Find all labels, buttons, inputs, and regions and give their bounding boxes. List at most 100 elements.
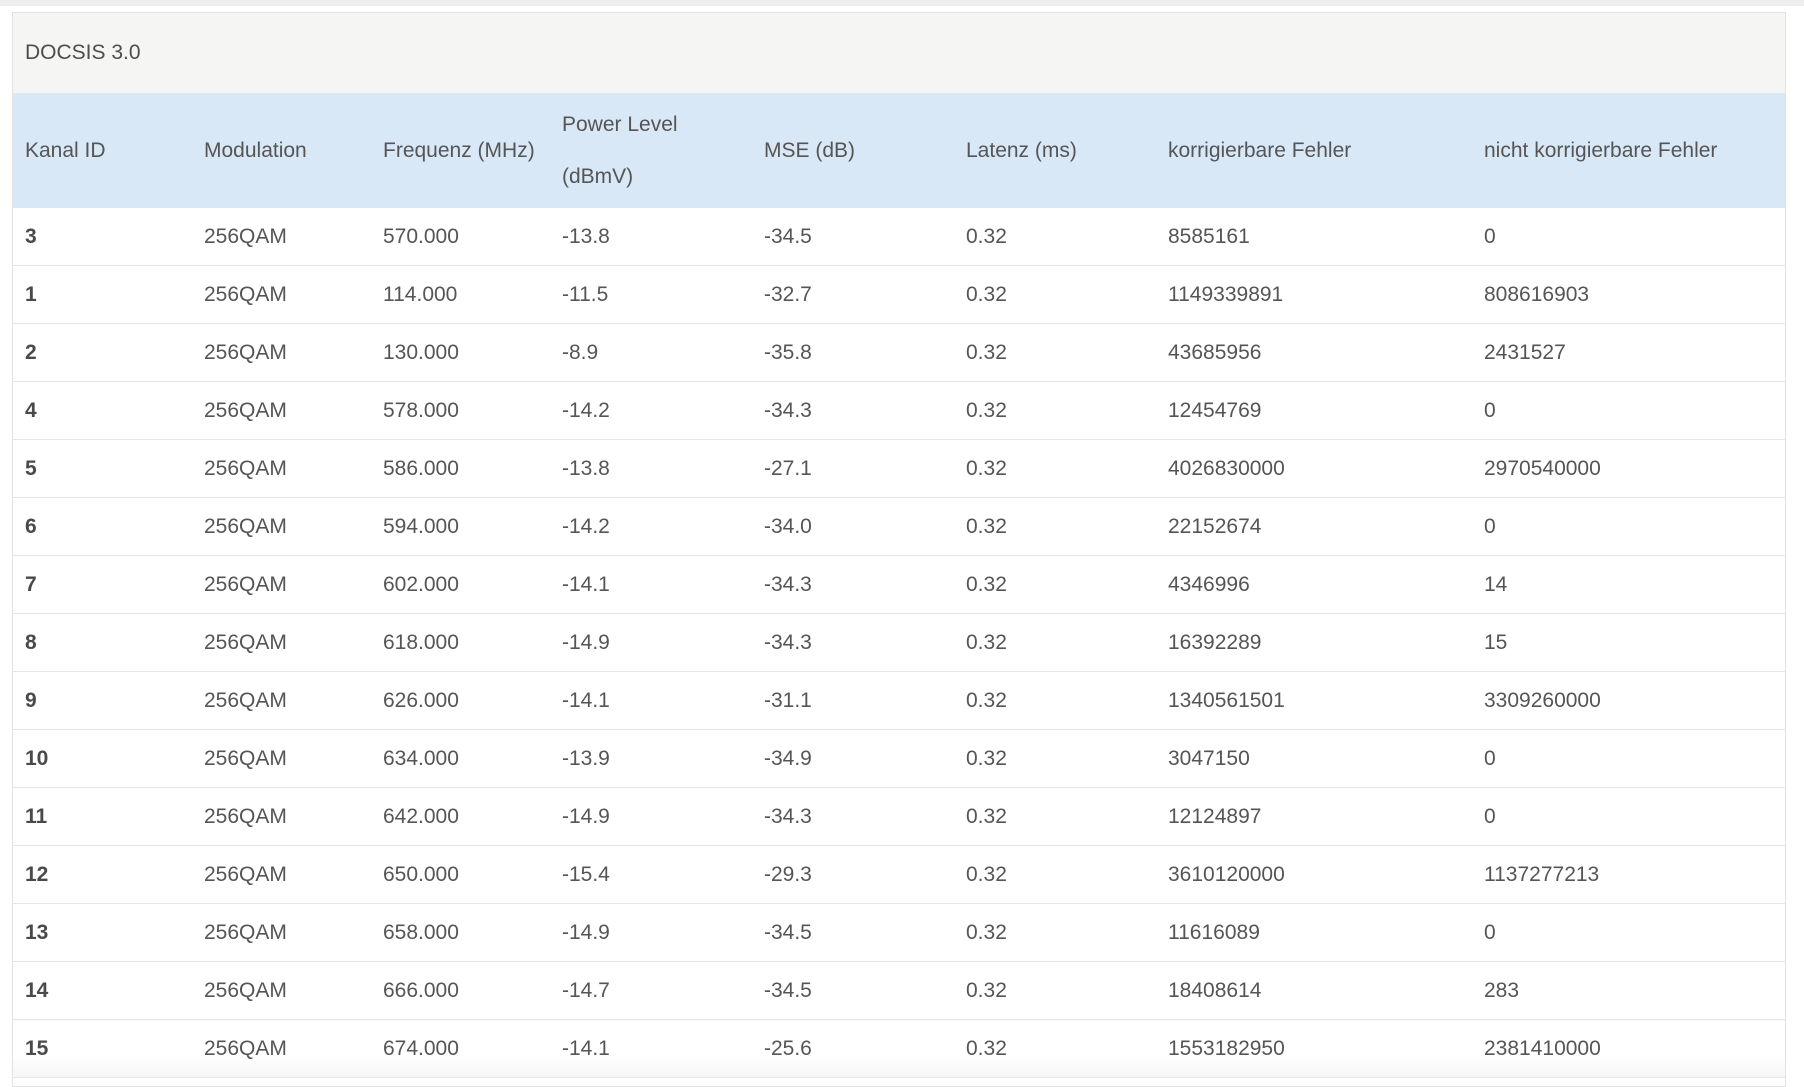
cell-kanal-id: 14: [13, 961, 192, 1020]
cell-mse: -29.3: [752, 845, 954, 904]
cell-mse: -34.5: [752, 903, 954, 962]
cell-mse: -35.8: [752, 323, 954, 382]
cell-nicht-korrigierbare: 15: [1472, 613, 1785, 672]
cell-kanal-id: 1: [13, 265, 192, 324]
cell-power-level: -14.7: [550, 961, 752, 1020]
cell-korrigierbare: 11616089: [1156, 903, 1472, 962]
header-modulation: Modulation: [204, 138, 307, 162]
cell-mse: -34.9: [752, 729, 954, 788]
cell-frequenz: 586.000: [371, 439, 550, 498]
cell-kanal-id: 15: [13, 1019, 192, 1078]
table-row: 3 256QAM 570.000 -13.8 -34.5 0.32 8585161 0: [13, 208, 1785, 266]
cell-korrigierbare: 3610120000: [1156, 845, 1472, 904]
cell-kanal-id: 9: [13, 671, 192, 730]
cell-kanal-id: 5: [13, 439, 192, 498]
top-divider: [0, 0, 1804, 6]
cell-kanal-id: 3: [13, 208, 192, 266]
header-frequenz: Frequenz (MHz): [383, 138, 535, 162]
cell-modulation: 256QAM: [192, 381, 371, 440]
cell-nicht-korrigierbare: 0: [1472, 729, 1785, 788]
cell-mse: -32.7: [752, 265, 954, 324]
cell-power-level: -13.9: [550, 729, 752, 788]
cell-frequenz: 658.000: [371, 903, 550, 962]
cell-modulation: 256QAM: [192, 265, 371, 324]
table-row: 12 256QAM 650.000 -15.4 -29.3 0.32 3610120000 1…: [13, 845, 1785, 904]
table-row: 10 256QAM 634.000 -13.9 -34.9 0.32 3047150 0: [13, 729, 1785, 788]
header-power-level: Power Level (dBmV): [550, 93, 752, 208]
cell-modulation: 256QAM: [192, 729, 371, 788]
table-row: 11 256QAM 642.000 -14.9 -34.3 0.32 12124897 0: [13, 787, 1785, 846]
cell-nicht-korrigierbare: 0: [1472, 497, 1785, 556]
cell-mse: -34.3: [752, 555, 954, 614]
cell-nicht-korrigierbare: 0: [1472, 787, 1785, 846]
cell-mse: -25.6: [752, 1019, 954, 1078]
table-row: 4 256QAM 578.000 -14.2 -34.3 0.32 12454769 0: [13, 381, 1785, 440]
cell-frequenz: 674.000: [371, 1019, 550, 1078]
cell-frequenz: 650.000: [371, 845, 550, 904]
cell-nicht-korrigierbare: 1137277213: [1472, 845, 1785, 904]
header-latenz: Latenz (ms): [966, 138, 1077, 162]
cell-frequenz: 642.000: [371, 787, 550, 846]
cell-korrigierbare: 1149339891: [1156, 265, 1472, 324]
cell-nicht-korrigierbare: 0: [1472, 903, 1785, 962]
cell-korrigierbare: 12454769: [1156, 381, 1472, 440]
header-korrigierbare: korrigierbare Fehler: [1168, 138, 1352, 162]
header-row: Kanal ID Modulation Frequenz (MHz) Power…: [13, 93, 1785, 208]
cell-mse: -34.5: [752, 208, 954, 266]
header-kanal-id: Kanal ID: [25, 138, 106, 162]
cell-power-level: -14.1: [550, 555, 752, 614]
cell-korrigierbare: 43685956: [1156, 323, 1472, 382]
cell-latenz: 0.32: [954, 787, 1156, 846]
table-row: 13 256QAM 658.000 -14.9 -34.5 0.32 11616089 0: [13, 903, 1785, 962]
table-row: 1 256QAM 114.000 -11.5 -32.7 0.32 1149339891 80…: [13, 265, 1785, 324]
cell-kanal-id: 6: [13, 497, 192, 556]
cell-mse: -34.3: [752, 381, 954, 440]
cell-frequenz: 578.000: [371, 381, 550, 440]
cell-nicht-korrigierbare: 3309260000: [1472, 671, 1785, 730]
cell-frequenz: 618.000: [371, 613, 550, 672]
docsis-panel: DOCSIS 3.0 Kanal ID Modulation Frequenz …: [12, 12, 1786, 1087]
cell-korrigierbare: 1340561501: [1156, 671, 1472, 730]
table-row: 9 256QAM 626.000 -14.1 -31.1 0.32 1340561501 33…: [13, 671, 1785, 730]
cell-mse: -34.5: [752, 961, 954, 1020]
cell-latenz: 0.32: [954, 323, 1156, 382]
header-mse: MSE (dB): [764, 138, 856, 162]
cell-power-level: -14.1: [550, 1019, 752, 1078]
cell-kanal-id: 13: [13, 903, 192, 962]
cell-kanal-id: 12: [13, 845, 192, 904]
cell-korrigierbare: 4346996: [1156, 555, 1472, 614]
cell-mse: -34.0: [752, 497, 954, 556]
cell-power-level: -13.8: [550, 439, 752, 498]
cell-latenz: 0.32: [954, 381, 1156, 440]
cell-modulation: 256QAM: [192, 497, 371, 556]
table-row: 8 256QAM 618.000 -14.9 -34.3 0.32 16392289 15: [13, 613, 1785, 672]
cell-modulation: 256QAM: [192, 845, 371, 904]
cell-nicht-korrigierbare: 2970540000: [1472, 439, 1785, 498]
cell-frequenz: 602.000: [371, 555, 550, 614]
cell-power-level: -14.2: [550, 497, 752, 556]
cell-korrigierbare: 18408614: [1156, 961, 1472, 1020]
cell-frequenz: 130.000: [371, 323, 550, 382]
cell-latenz: 0.32: [954, 555, 1156, 614]
cell-latenz: 0.32: [954, 961, 1156, 1020]
panel-title: DOCSIS 3.0: [13, 13, 1785, 93]
table-body: 3 256QAM 570.000 -13.8 -34.5 0.32 8585161 0 1 256…: [13, 208, 1785, 1078]
cell-power-level: -14.1: [550, 671, 752, 730]
cell-modulation: 256QAM: [192, 1019, 371, 1078]
cell-modulation: 256QAM: [192, 671, 371, 730]
cell-modulation: 256QAM: [192, 208, 371, 266]
table-header: Kanal ID Modulation Frequenz (MHz) Power…: [13, 93, 1785, 208]
table-row: 14 256QAM 666.000 -14.7 -34.5 0.32 18408614 283: [13, 961, 1785, 1020]
cell-latenz: 0.32: [954, 671, 1156, 730]
cell-power-level: -14.9: [550, 903, 752, 962]
cell-mse: -27.1: [752, 439, 954, 498]
cell-latenz: 0.32: [954, 845, 1156, 904]
cell-power-level: -15.4: [550, 845, 752, 904]
cell-nicht-korrigierbare: 0: [1472, 381, 1785, 440]
cell-korrigierbare: 12124897: [1156, 787, 1472, 846]
cell-frequenz: 634.000: [371, 729, 550, 788]
cell-modulation: 256QAM: [192, 323, 371, 382]
cell-frequenz: 594.000: [371, 497, 550, 556]
table-row: 15 256QAM 674.000 -14.1 -25.6 0.32 1553182950 2…: [13, 1019, 1785, 1078]
cell-modulation: 256QAM: [192, 903, 371, 962]
